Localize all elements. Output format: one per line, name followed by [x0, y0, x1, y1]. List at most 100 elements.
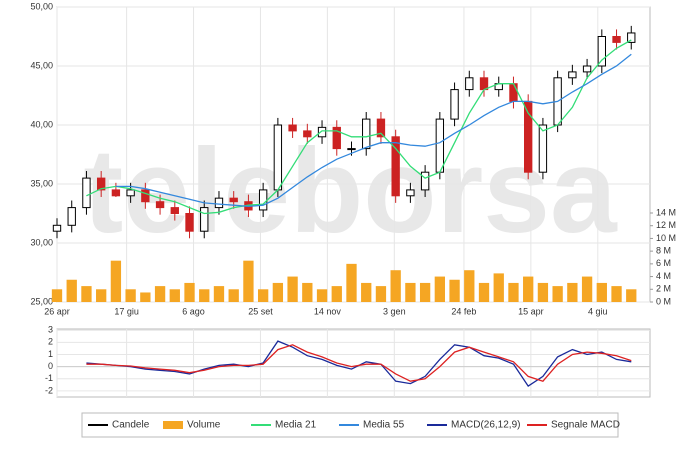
candle-body [568, 71, 577, 79]
candle-body [612, 36, 621, 43]
y-tick-label: 40,00 [30, 119, 53, 129]
volume-bar [567, 282, 578, 302]
volume-bar [81, 286, 92, 302]
candle-body [332, 126, 341, 150]
volume-bar [537, 282, 549, 302]
volume-bar [96, 289, 107, 302]
legend-swatch [163, 421, 183, 429]
legend-label: Media 55 [363, 420, 405, 431]
volume-bar [154, 286, 166, 302]
volume-bar [449, 279, 460, 302]
volume-bar [243, 260, 254, 302]
y-tick-label: -1 [45, 373, 53, 383]
legend-items: Candele Volume Media 21 Media 55 MACD(26,12,… [88, 420, 620, 431]
y-tick-label: 2 [48, 337, 53, 347]
volume-bar [390, 270, 401, 302]
candle-body [347, 148, 356, 151]
candle-body [96, 177, 106, 191]
legend-label: Media 21 [275, 420, 317, 431]
y-tick-label: 30,00 [30, 237, 53, 247]
candle-body [111, 189, 121, 197]
volume-bar [464, 270, 475, 302]
x-tick-label: 6 ago [182, 306, 205, 316]
candle-body [200, 207, 209, 232]
x-tick-label: 17 giu [114, 306, 139, 316]
volume-bar [361, 282, 372, 302]
volume-bar [611, 286, 622, 302]
volume-bar [302, 282, 313, 302]
volume-bar [287, 276, 298, 302]
y-tick-label: 35,00 [30, 178, 53, 188]
candle-body [376, 118, 386, 138]
candle-body [597, 36, 606, 67]
volume-bar [66, 279, 77, 302]
candle-body [82, 177, 91, 209]
y2-tick-label: 10 M [656, 233, 676, 243]
watermark: teleborsa [83, 124, 618, 258]
volume-bar [199, 289, 210, 302]
volume-bar [228, 289, 239, 302]
volume-bar [257, 289, 269, 302]
volume-bar [523, 276, 534, 302]
candle-body [479, 77, 489, 91]
y-tick-label: 25,00 [30, 296, 53, 306]
legend-label: MACD(26,12,9) [451, 420, 520, 431]
y-tick-label: -2 [45, 385, 53, 395]
candle-body [582, 65, 592, 73]
volume-bar [375, 286, 387, 302]
y2-tick-label: 6 M [656, 258, 671, 268]
candle-body [303, 130, 312, 138]
volume-bar [434, 276, 445, 302]
legend-label: Segnale MACD [551, 420, 620, 431]
candle-body [435, 118, 445, 173]
candle-body [155, 201, 165, 209]
x-tick-label: 24 feb [451, 306, 476, 316]
candle-body [185, 213, 194, 232]
volume-bar [331, 286, 342, 302]
volume-bar [169, 289, 180, 302]
volume-bar [508, 282, 519, 302]
x-tick-label: 3 gen [383, 306, 406, 316]
candle-body [258, 189, 268, 211]
volume-bar [626, 289, 637, 302]
candle-body [317, 126, 327, 138]
y2-tick-label: 14 M [656, 207, 676, 217]
volume-bar [346, 263, 357, 302]
legend-label: Candele [112, 420, 150, 431]
candle-body [141, 189, 150, 203]
candle-body [126, 189, 135, 197]
volume-bar [596, 282, 607, 302]
volume-bar [419, 282, 431, 302]
y-tick-label: 50,00 [30, 1, 53, 11]
volume-bar [51, 289, 63, 302]
y-tick-label: 0 [48, 361, 53, 371]
candle-body [391, 136, 400, 197]
y2-tick-label: 0 M [656, 296, 671, 306]
volume-bar [493, 273, 504, 302]
x-tick-label: 15 apr [518, 306, 544, 316]
volume-bar [213, 286, 225, 302]
x-tick-label: 4 giu [588, 306, 608, 316]
y-tick-label: 1 [48, 349, 53, 359]
candle-body [288, 124, 297, 132]
volume-bar [316, 289, 328, 302]
legend-label: Volume [187, 420, 221, 431]
line-series [86, 39, 632, 215]
volume-bar [581, 276, 593, 302]
candle-body [229, 197, 238, 203]
x-tick-label: 14 nov [314, 306, 342, 316]
candle-body [538, 124, 548, 173]
candle-body [273, 124, 283, 191]
line-series [86, 344, 632, 382]
candle-body [509, 83, 518, 102]
candle-body [52, 224, 62, 232]
candle-body [420, 171, 430, 191]
y-tick-label: 3 [48, 325, 53, 335]
volume-bar [140, 292, 151, 302]
volume-bar [552, 286, 563, 302]
candle-body [465, 77, 474, 91]
volume-bar [405, 282, 416, 302]
volume-bar [125, 289, 136, 302]
